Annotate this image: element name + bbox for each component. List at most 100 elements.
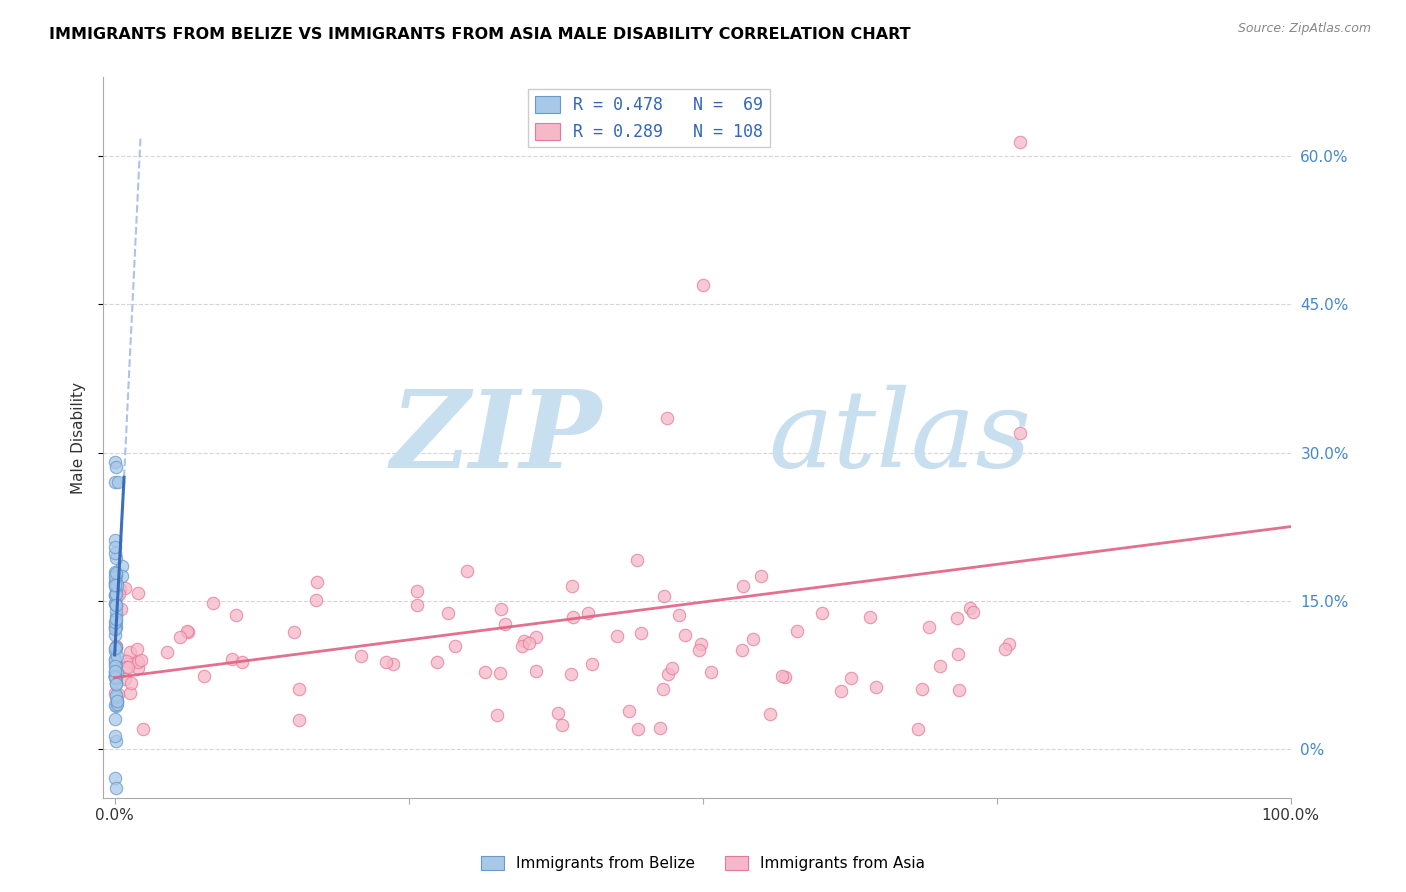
Point [104,669,127,683]
Point [547,706,569,721]
Point [437,606,460,620]
Point [731,579,754,593]
Point [751,569,773,583]
Point [104,670,127,684]
Point [759,706,782,721]
Point [287,713,309,727]
Point [105,658,128,673]
Point [524,630,547,644]
Point [225,608,247,623]
Point [652,590,675,604]
Point [104,475,127,490]
Point [911,681,934,696]
Point [105,587,128,601]
Point [959,600,981,615]
Y-axis label: Male Disability: Male Disability [72,382,86,494]
Point [118,645,141,659]
Point [120,685,142,699]
Point [668,607,690,622]
Point [841,671,863,685]
Point [688,643,710,657]
Point [948,648,970,662]
Point [104,698,127,712]
Point [561,579,583,593]
Point [104,565,127,579]
Point [125,642,148,657]
Point [104,676,127,690]
Point [104,615,127,630]
Point [283,625,305,640]
Point [581,657,603,672]
Point [948,683,970,698]
Point [489,602,512,616]
Point [350,649,373,664]
Point [444,639,467,653]
Point [690,637,713,651]
Point [104,653,127,667]
Point [104,713,127,727]
Point [692,277,714,292]
Point [169,630,191,644]
Point [104,574,127,589]
Point [176,624,198,638]
Point [474,665,496,679]
Text: Source: ZipAtlas.com: Source: ZipAtlas.com [1237,22,1371,36]
Point [104,546,127,560]
Point [104,677,127,691]
Point [104,588,127,602]
Point [104,670,127,684]
Point [105,734,128,748]
Point [741,632,763,646]
Point [104,620,127,634]
Point [830,684,852,698]
Point [127,656,149,670]
Point [551,718,574,732]
Point [104,615,127,630]
Point [105,666,128,681]
Point [517,636,540,650]
Point [104,578,127,592]
Point [770,669,793,683]
Point [104,644,127,658]
Point [104,622,127,636]
Point [107,687,129,701]
Point [127,585,149,599]
Point [104,604,127,618]
Point [104,597,127,611]
Point [104,455,127,469]
Point [231,655,253,669]
Point [104,640,127,655]
Point [114,654,136,668]
Point [193,669,215,683]
Point [494,616,516,631]
Point [489,665,512,680]
Text: ZIP: ZIP [391,384,602,491]
Point [104,582,127,597]
Point [114,581,136,595]
Point [526,665,548,679]
Point [117,660,139,674]
Point [104,588,127,602]
Point [114,672,136,686]
Point [104,570,127,584]
Point [104,686,127,700]
Point [104,619,127,633]
Point [485,707,508,722]
Point [105,694,128,708]
Text: atlas: atlas [768,385,1031,491]
Point [606,629,628,643]
Point [105,575,128,590]
Point [105,609,128,624]
Point [104,533,127,547]
Point [104,576,127,591]
Point [288,682,311,697]
Point [104,599,127,613]
Point [104,669,127,683]
Point [652,681,675,696]
Point [105,551,128,566]
Point [773,670,796,684]
Point [673,628,696,642]
Point [929,659,952,673]
Point [560,666,582,681]
Point [104,460,127,475]
